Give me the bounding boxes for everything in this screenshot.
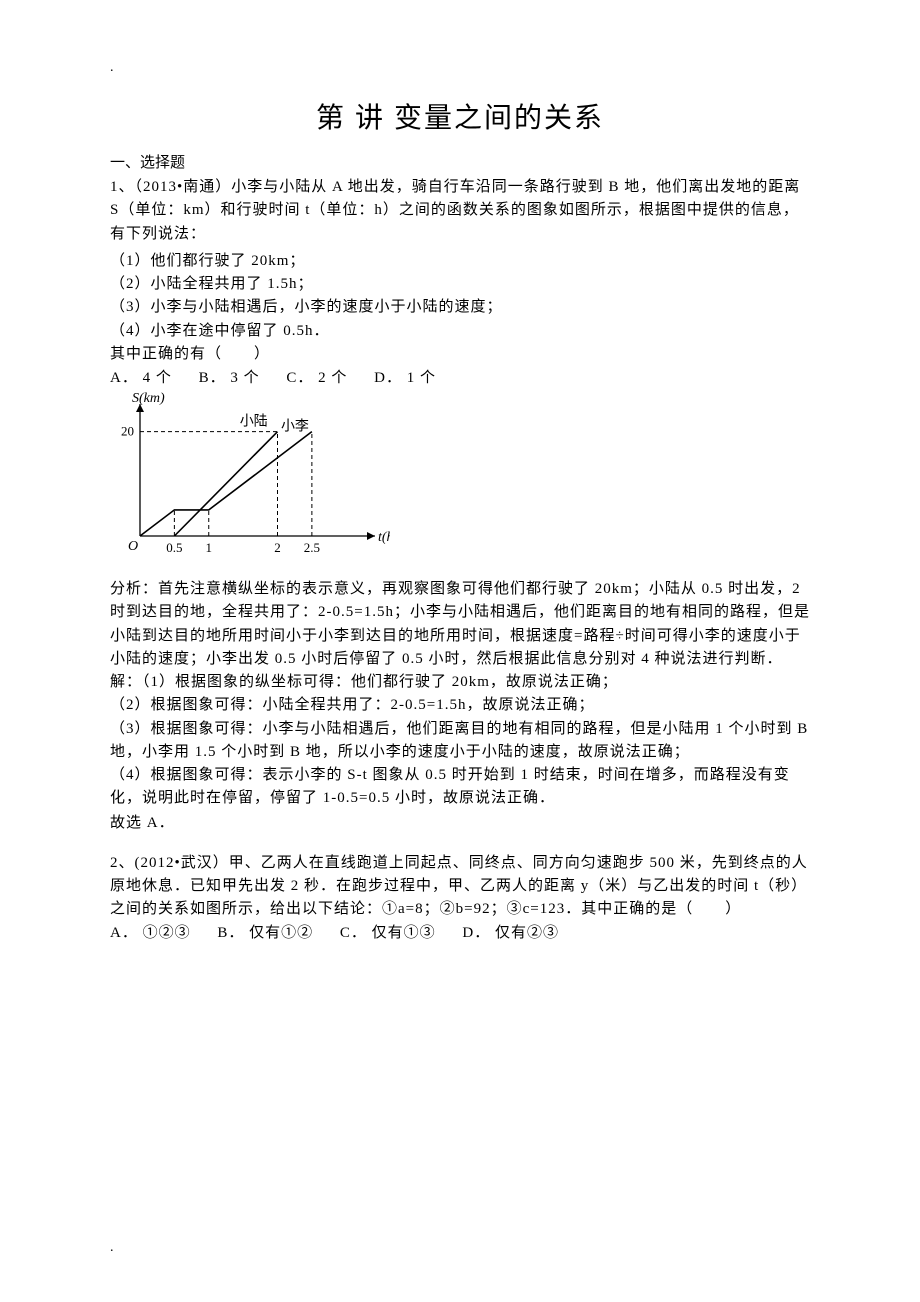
line-chart: S(km) t(h) O 20 0.5 1 2 2.5 小陆小李 [110,391,390,561]
q1-statement-4: （4）小李在途中停留了 0.5h． [110,320,810,343]
svg-text:小李: 小李 [281,419,309,435]
q1-solution-3: （3）根据图象可得：小李与小陆相遇后，他们距离目的地有相同的路程，但是小陆用 1… [110,718,810,765]
svg-text:1: 1 [206,540,213,555]
q1-answer: 故选 A． [110,811,810,832]
q2-options: A． ①②③ B． 仅有①② C． 仅有①③ D． 仅有②③ [110,921,810,942]
page-title: 第 讲 变量之间的关系 [110,96,810,136]
q2-option-b: B． 仅有①② [217,925,313,941]
q2-option-d: D． 仅有②③ [462,925,559,941]
q1-solution-1: 解：（1）根据图象的纵坐标可得：他们都行驶了 20km，故原说法正确； [110,671,810,694]
svg-text:0.5: 0.5 [166,540,182,555]
svg-text:S(km): S(km) [132,391,165,406]
q1-options: A． 4 个 B． 3 个 C． 2 个 D． 1 个 [110,366,810,387]
svg-text:小陆: 小陆 [240,414,268,430]
svg-text:20: 20 [121,424,134,439]
q1-solution-2: （2）根据图象可得：小陆全程共用了：2-0.5=1.5h，故原说法正确； [110,694,810,717]
q2-text: 2、(2012•武汉）甲、乙两人在直线跑道上同起点、同终点、同方向匀速跑步 50… [110,852,810,922]
q2-option-a: A． ①②③ [110,925,191,941]
q1-intro: 1、（2013•南通）小李与小陆从 A 地出发，骑自行车沿同一条路行驶到 B 地… [110,176,810,246]
q1-option-d: D． 1 个 [374,370,436,386]
q2-option-c: C． 仅有①③ [340,925,436,941]
q1-statement-1: （1）他们都行驶了 20km； [110,250,810,273]
q1-prompt: 其中正确的有（ ） [110,343,810,366]
q1-option-b: B． 3 个 [199,370,260,386]
q1-statement-3: （3）小李与小陆相遇后，小李的速度小于小陆的速度； [110,296,810,319]
svg-text:t(h): t(h) [378,530,390,545]
svg-text:2.5: 2.5 [304,540,320,555]
page-marker-top: . [110,60,810,76]
q1-statement-2: （2）小陆全程共用了 1.5h； [110,273,810,296]
page-marker-bottom: . [110,1240,114,1256]
q1-chart: S(km) t(h) O 20 0.5 1 2 2.5 小陆小李 [110,391,810,566]
q1-option-a: A． 4 个 [110,370,172,386]
q1-analysis: 分析：首先注意横纵坐标的表示意义，再观察图象可得他们都行驶了 20km；小陆从 … [110,578,810,671]
q1-option-c: C． 2 个 [286,370,347,386]
svg-text:O: O [128,539,138,554]
q1-solution-4: （4）根据图象可得：表示小李的 S-t 图象从 0.5 时开始到 1 时结束，时… [110,764,810,811]
svg-text:2: 2 [274,540,281,555]
section-header: 一、选择题 [110,151,810,172]
